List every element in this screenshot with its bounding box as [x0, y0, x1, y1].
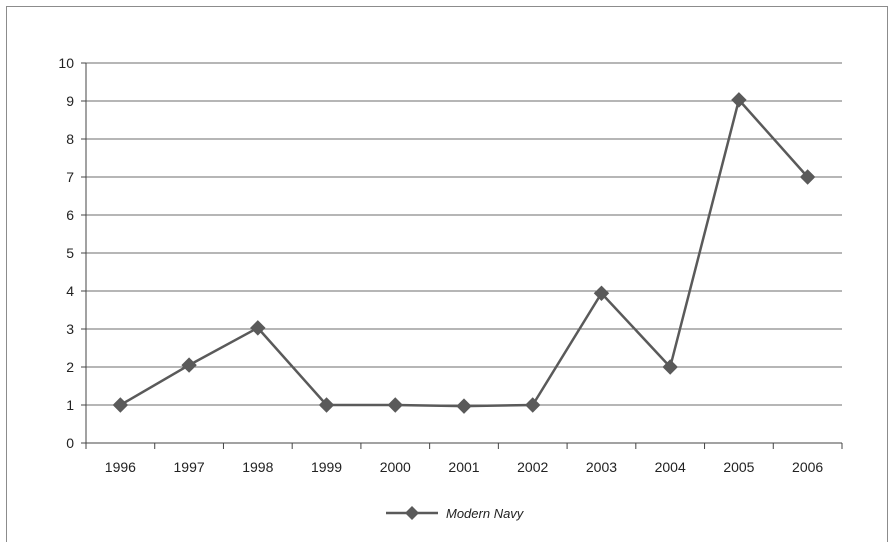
- x-tick-label: 1999: [311, 459, 342, 475]
- x-tick-label: 2006: [792, 459, 823, 475]
- x-tick-label: 2004: [655, 459, 686, 475]
- y-tick-label: 6: [66, 207, 74, 223]
- x-tick-label: 1997: [174, 459, 205, 475]
- y-tick-label: 5: [66, 245, 74, 261]
- x-tick-label: 1998: [242, 459, 273, 475]
- y-tick-label: 3: [66, 321, 74, 337]
- x-tick-label: 2000: [380, 459, 411, 475]
- y-tick-label: 8: [66, 131, 74, 147]
- x-tick-label: 2005: [723, 459, 754, 475]
- data-point-marker: [799, 169, 816, 185]
- series-layer: [112, 92, 816, 414]
- data-point-marker: [456, 398, 472, 414]
- legend-label: Modern Navy: [446, 506, 525, 521]
- x-axis: 1996 1997 1998 1999 2000 2001 2002 2003 2004 2005…: [85, 63, 843, 475]
- x-tick-label: 2001: [448, 459, 479, 475]
- y-tick-label: 2: [66, 359, 74, 375]
- legend-marker: [405, 506, 419, 520]
- data-point-marker: [593, 285, 610, 301]
- gridlines: [86, 62, 842, 406]
- data-point-marker: [250, 320, 266, 336]
- data-point-marker: [387, 397, 403, 413]
- data-point-marker: [318, 397, 335, 413]
- y-tick-label: 4: [66, 283, 74, 299]
- y-tick-label: 1: [66, 397, 74, 413]
- x-tick-label: 2003: [586, 459, 617, 475]
- data-point-marker: [181, 357, 197, 373]
- y-tick-label: 7: [66, 169, 74, 185]
- data-point-marker: [112, 397, 129, 413]
- legend: Modern Navy: [386, 506, 525, 521]
- data-point-marker: [731, 92, 747, 108]
- y-tick-label: 0: [66, 435, 74, 451]
- y-tick-label: 9: [66, 93, 74, 109]
- x-tick-label: 1996: [105, 459, 136, 475]
- y-axis-ticks: 0 1 2 3 4 5 6 7 8 9 10: [58, 55, 86, 451]
- x-tick-label: 2002: [517, 459, 548, 475]
- data-point-marker: [525, 397, 541, 413]
- y-tick-label: 10: [58, 55, 74, 71]
- data-point-marker: [662, 359, 678, 375]
